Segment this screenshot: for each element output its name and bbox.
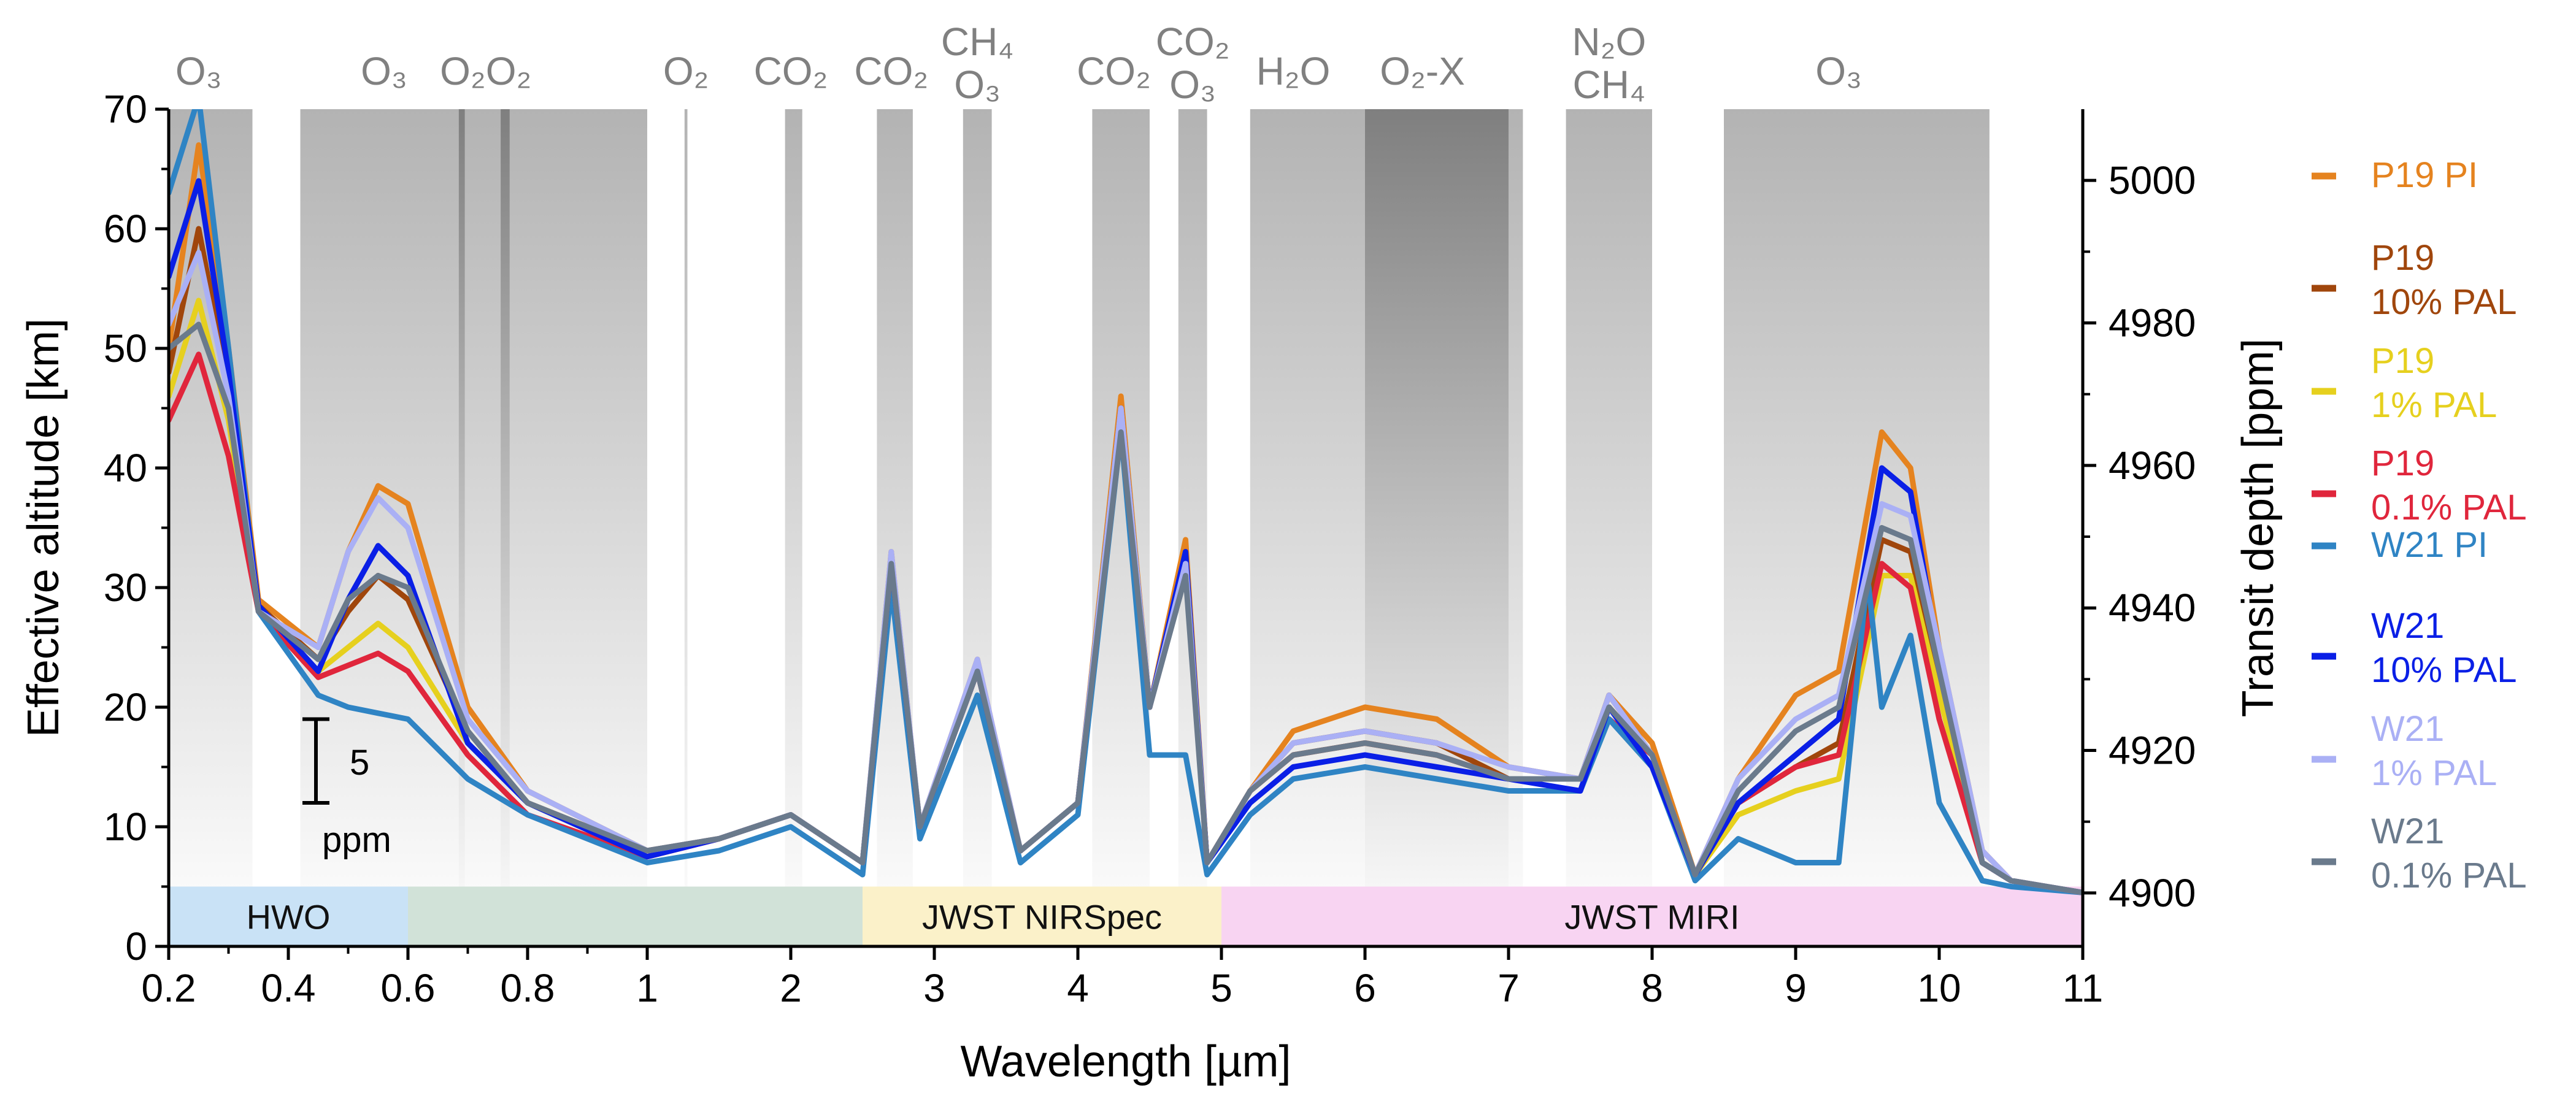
x-tick-label: 2 xyxy=(780,966,802,1010)
y2-axis-title: Transit depth [ppm] xyxy=(2234,339,2283,718)
band-label-14-0: O₃ xyxy=(1815,49,1862,93)
y2-tick-label: 4980 xyxy=(2109,301,2196,345)
band-label-13-1: CH₄ xyxy=(1573,63,1646,107)
x-tick-label: 3 xyxy=(923,966,945,1010)
absorption-band-3 xyxy=(501,109,510,946)
band-label-4-0: O₂ xyxy=(663,49,709,93)
scale-bar-unit: ppm xyxy=(322,820,391,860)
legend-label-p19-0-1-pal: 0.1% PAL xyxy=(2371,488,2527,527)
instrument-regions: HWO JWST NIRSpec JWST MIRI xyxy=(169,886,2083,946)
scale-bar: 5 ppm xyxy=(302,717,391,860)
absorption-band-14 xyxy=(1724,109,1990,946)
absorption-band-10 xyxy=(1250,109,1365,946)
band-label-0-0: O₃ xyxy=(175,49,222,93)
x-tick-label: 0.6 xyxy=(381,966,436,1010)
band-label-8-0: CO₂ xyxy=(1077,49,1151,93)
legend-label-w21-1-pal: 1% PAL xyxy=(2371,753,2497,793)
legend-label-p19-1-pal: P19 xyxy=(2371,341,2434,381)
series-line-w21-pi xyxy=(169,109,2083,895)
absorption-bands xyxy=(169,109,1990,946)
legend-label-w21-10-pal: 10% PAL xyxy=(2371,650,2517,690)
band-label-1-0: O₃ xyxy=(361,49,407,93)
legend-label-p19-pi: P19 PI xyxy=(2371,155,2478,195)
x-axis-title: Wavelength [µm] xyxy=(960,1037,1291,1086)
absorption-band-12 xyxy=(1509,109,1523,946)
absorption-band-4 xyxy=(684,109,688,946)
x-tick-label: 5 xyxy=(1210,966,1232,1010)
y2-tick-label: 4940 xyxy=(2109,586,2196,630)
absorption-band-7 xyxy=(963,109,992,946)
y-tick-label: 30 xyxy=(104,565,147,610)
legend-label-p19-0-1-pal: P19 xyxy=(2371,443,2434,483)
absorption-band-6 xyxy=(877,109,913,946)
y-tick-label: 0 xyxy=(125,924,147,968)
legend-label-p19-1-pal: 1% PAL xyxy=(2371,385,2497,425)
absorption-band-13 xyxy=(1566,109,1652,946)
instrument-region-jwst-miri xyxy=(1221,886,2083,946)
x-tick-label: 4 xyxy=(1067,966,1089,1010)
instrument-region-1 xyxy=(408,886,863,946)
x-tick-label: 0.8 xyxy=(501,966,555,1010)
legend-label-w21-pi: W21 PI xyxy=(2371,525,2488,565)
absorption-band-5 xyxy=(785,109,802,946)
y-axis-title: Effective altitude [km] xyxy=(19,318,68,737)
x-tick-label: 1 xyxy=(636,966,658,1010)
legend-label-p19-10-pal: 10% PAL xyxy=(2371,282,2517,322)
absorption-band-8 xyxy=(1092,109,1150,946)
legend-label-w21-1-pal: W21 xyxy=(2371,709,2444,749)
x-tick-label: 0.2 xyxy=(142,966,196,1010)
y-tick-label: 60 xyxy=(104,207,147,251)
band-label-13-0: N₂O xyxy=(1572,20,1646,64)
spectrum-series xyxy=(169,109,2083,895)
band-label-7-0: CH₄ xyxy=(941,20,1014,64)
y2-tick-label: 4920 xyxy=(2109,729,2196,773)
y-tick-label: 40 xyxy=(104,446,147,490)
y-tick-label: 20 xyxy=(104,685,147,729)
x-tick-label: 8 xyxy=(1641,966,1663,1010)
instrument-label-jwst-miri: JWST MIRI xyxy=(1564,897,1739,936)
x-tick-label: 7 xyxy=(1498,966,1520,1010)
instrument-label-hwo: HWO xyxy=(247,897,331,936)
band-label-10-0: H₂O xyxy=(1256,49,1331,93)
y-tick-label: 50 xyxy=(104,326,147,370)
band-label-9-0: CO₂ xyxy=(1156,20,1230,64)
y2-tick-label: 4960 xyxy=(2109,443,2196,488)
x-tick-label: 10 xyxy=(1917,966,1961,1010)
band-label-5-0: CO₂ xyxy=(754,49,828,93)
legend-label-w21-0-1-pal: W21 xyxy=(2371,811,2444,851)
instrument-label-jwst-nirspec: JWST NIRSpec xyxy=(922,897,1162,936)
absorption-band-2 xyxy=(458,109,465,946)
instrument-region-jwst-nirspec xyxy=(863,886,1221,946)
band-label-9-1: O₃ xyxy=(1169,63,1216,107)
y2-tick-label: 4900 xyxy=(2109,871,2196,915)
x-tick-label: 0.4 xyxy=(261,966,316,1010)
y-tick-label: 70 xyxy=(104,87,147,131)
x-tick-label: 11 xyxy=(2063,966,2103,1010)
band-label-7-1: O₃ xyxy=(954,63,1001,107)
x-tick-label: 9 xyxy=(1785,966,1807,1010)
legend-label-p19-10-pal: P19 xyxy=(2371,238,2434,278)
legend-label-w21-0-1-pal: 0.1% PAL xyxy=(2371,856,2527,895)
y-tick-label: 10 xyxy=(104,805,147,849)
band-label-2-0: O₂O₂ xyxy=(440,49,531,93)
instrument-region-hwo xyxy=(169,886,408,946)
y2-tick-label: 5000 xyxy=(2109,158,2196,202)
x-tick-label: 6 xyxy=(1354,966,1376,1010)
legend-label-w21-10-pal: W21 xyxy=(2371,606,2444,646)
series-line-w21-0-1-pal xyxy=(169,321,2083,895)
absorption-band-11 xyxy=(1365,109,1509,946)
scale-bar-value: 5 xyxy=(350,743,369,783)
band-label-6-0: CO₂ xyxy=(854,49,928,93)
axes: 0.2 0.4 0.6 0.8 1 2 3 4 5 6 7 8 9 10 11 0 10 20 30 40 50 60 70… xyxy=(19,87,2283,1086)
band-label-11-0: O₂-X xyxy=(1380,49,1465,93)
